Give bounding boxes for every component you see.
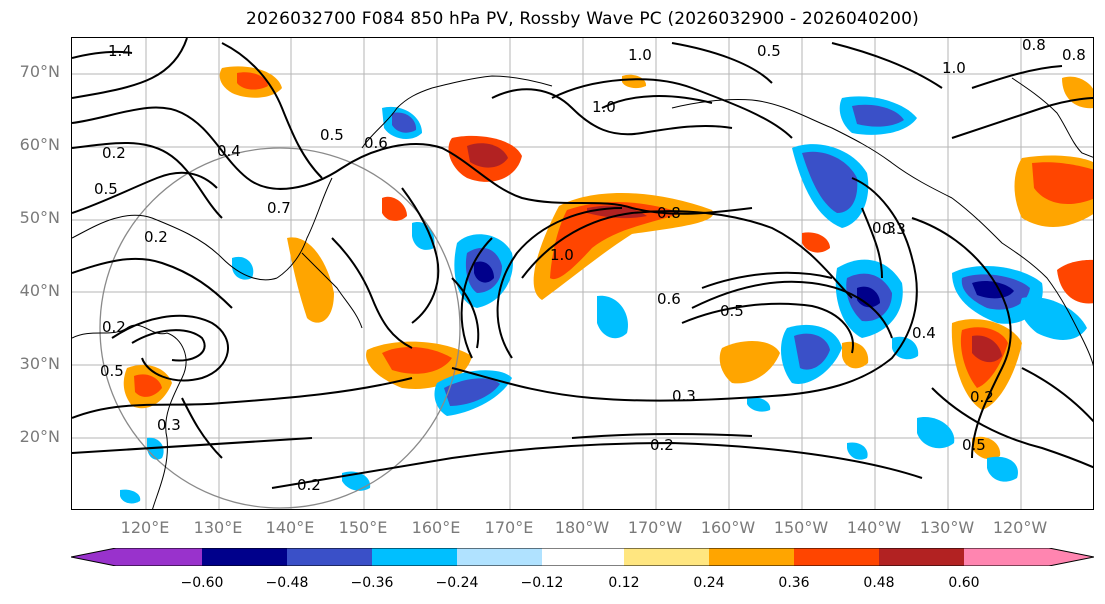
lat-label: 50°N: [19, 208, 60, 227]
colorbar-tick-label: −0.24: [435, 575, 479, 591]
contour-label: 0.4: [217, 142, 241, 160]
contour-label: 0.2: [297, 476, 321, 494]
anomaly-shading: [120, 66, 1093, 504]
contour-label: 0.5: [100, 362, 124, 380]
colorbar-swatch: [287, 548, 372, 566]
contour-label: 0.5: [720, 302, 744, 320]
lat-label: 30°N: [19, 354, 60, 373]
lon-label: 130°W: [919, 518, 975, 537]
contour-label: 0.5: [320, 126, 344, 144]
contour-label: 1.0: [628, 46, 652, 64]
contour-label: 0.2: [650, 436, 674, 454]
colorbar-swatch: [372, 548, 457, 566]
contour-label: 0.8: [1062, 46, 1086, 64]
contour-label: 0.8: [657, 204, 681, 222]
colorbar-swatch: [964, 548, 1094, 566]
lon-label: 120°W: [992, 518, 1048, 537]
colorbar-swatch: [709, 548, 794, 566]
lat-label: 40°N: [19, 281, 60, 300]
contour-label: 1.0: [942, 59, 966, 77]
contour-label: 0.2: [970, 388, 994, 406]
contour-labels: 1.4 1.0 0.5 1.0 0.8 0.5 0.6 0.2 0.5 0.4 …: [94, 38, 1086, 494]
lon-label: 130°E: [193, 518, 243, 537]
contour-label: 0.5: [94, 180, 118, 198]
colorbar-swatch: [794, 548, 879, 566]
colorbar-swatches: [71, 548, 1094, 566]
colorbar-tick-label: 0.36: [778, 575, 810, 591]
lon-label: 160°W: [700, 518, 756, 537]
colorbar-swatch: [457, 548, 542, 566]
contour-label: 1.0: [592, 98, 616, 116]
contour-label: 0.5: [962, 436, 986, 454]
contour-label: 0.7: [267, 199, 291, 217]
colorbar: [71, 548, 1094, 566]
colorbar-tick-label: −0.48: [265, 575, 309, 591]
lon-label: 140°W: [846, 518, 902, 537]
lat-label: 60°N: [19, 135, 60, 154]
colorbar-tick-label: 0.48: [863, 575, 895, 591]
reference-circle: [99, 147, 461, 509]
lon-label: 150°W: [773, 518, 829, 537]
colorbar-tick-label: 0.60: [948, 575, 980, 591]
contour-label: 0.2: [102, 144, 126, 162]
contour-label: 0.3: [882, 220, 906, 238]
colorbar-tick-label: 0.24: [693, 575, 725, 591]
contour-label: 0.4: [912, 324, 936, 342]
lon-label: 140°E: [265, 518, 315, 537]
contour-label: 0.6: [364, 134, 388, 152]
contour-label: 0.2: [102, 318, 126, 336]
contour-label: 0.2: [144, 228, 168, 246]
colorbar-tick-label: −0.60: [180, 575, 224, 591]
lon-label: 180°W: [554, 518, 610, 537]
contour-label: 0.5: [757, 42, 781, 60]
map-plot-area: 1.4 1.0 0.5 1.0 0.8 0.5 0.6 0.2 0.5 0.4 …: [71, 37, 1094, 510]
map-canvas: 1.4 1.0 0.5 1.0 0.8 0.5 0.6 0.2 0.5 0.4 …: [72, 38, 1093, 509]
lon-label: 170°W: [627, 518, 683, 537]
map-title: 2026032700 F084 850 hPa PV, Rossby Wave …: [246, 9, 919, 29]
contour-label: 0.6: [657, 290, 681, 308]
lon-label: 170°E: [484, 518, 534, 537]
contour-label: 0.3: [157, 416, 181, 434]
lon-label: 120°E: [120, 518, 170, 537]
contour-label: 0.3: [672, 387, 696, 405]
contour-label: 1.0: [550, 246, 574, 264]
colorbar-swatch: [879, 548, 964, 566]
colorbar-swatch: [202, 548, 287, 566]
lat-label: 70°N: [19, 62, 60, 81]
lat-label: 20°N: [19, 427, 60, 446]
colorbar-swatch: [71, 548, 202, 566]
lon-label: 160°E: [411, 518, 461, 537]
pv-contours: [72, 38, 1093, 489]
colorbar-tick-label: −0.36: [350, 575, 394, 591]
colorbar-swatch: [624, 548, 709, 566]
lon-label: 150°E: [338, 518, 388, 537]
contour-label: 0.8: [1022, 38, 1046, 54]
contour-label: 0.3: [872, 219, 896, 237]
colorbar-tick-label: 0.12: [608, 575, 640, 591]
contour-label: 1.4: [108, 42, 132, 60]
colorbar-swatch: [542, 548, 624, 566]
colorbar-tick-label: −0.12: [520, 575, 564, 591]
